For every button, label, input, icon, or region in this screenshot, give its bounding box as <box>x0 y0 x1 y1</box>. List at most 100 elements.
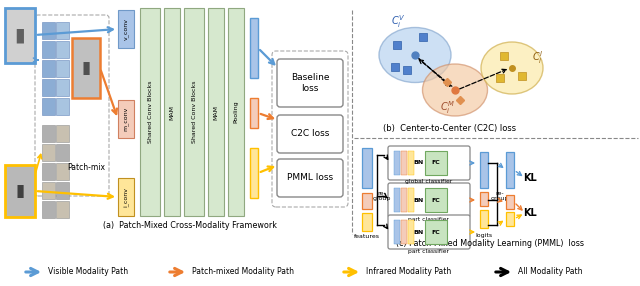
Bar <box>56 201 69 218</box>
Bar <box>250 148 258 198</box>
Bar <box>408 220 414 244</box>
Ellipse shape <box>422 64 488 116</box>
Bar <box>506 195 514 209</box>
Bar <box>56 60 69 77</box>
Bar <box>184 8 204 216</box>
Ellipse shape <box>379 27 451 82</box>
Bar <box>56 79 69 96</box>
Bar <box>250 18 258 78</box>
Text: KL: KL <box>523 173 537 183</box>
Bar <box>42 98 55 115</box>
Text: ▮: ▮ <box>15 25 26 45</box>
Bar <box>42 60 55 77</box>
Text: logits: logits <box>476 233 493 239</box>
Text: Shared Conv Blocks: Shared Conv Blocks <box>191 81 196 143</box>
Bar <box>362 148 372 188</box>
Bar <box>42 125 55 142</box>
Bar <box>56 144 69 161</box>
Text: part classifier: part classifier <box>408 217 449 221</box>
Bar <box>425 220 447 244</box>
Bar <box>425 188 447 212</box>
Bar <box>408 151 414 175</box>
Text: re-
group: re- group <box>373 190 391 201</box>
Ellipse shape <box>481 42 543 94</box>
Text: $C_i^I$: $C_i^I$ <box>532 49 544 66</box>
Bar <box>394 151 400 175</box>
Bar <box>500 52 508 60</box>
Bar <box>208 8 224 216</box>
FancyBboxPatch shape <box>277 115 343 153</box>
Text: Baseline
loss: Baseline loss <box>291 73 329 93</box>
Text: (b)  Center-to-Center (C2C) loss: (b) Center-to-Center (C2C) loss <box>383 124 516 132</box>
Text: MAM: MAM <box>170 104 175 120</box>
Text: (a)  Patch-Mixed Cross-Modality Framework: (a) Patch-Mixed Cross-Modality Framework <box>103 221 277 231</box>
Bar <box>408 188 414 212</box>
Text: re-
group: re- group <box>491 190 509 201</box>
Text: C2C loss: C2C loss <box>291 130 329 138</box>
Bar <box>250 98 258 128</box>
Bar <box>118 100 134 138</box>
Text: FC: FC <box>431 198 440 202</box>
Bar <box>118 10 134 48</box>
Text: FC: FC <box>431 229 440 235</box>
Bar <box>5 165 35 217</box>
FancyBboxPatch shape <box>388 183 470 217</box>
Text: Shared Conv Blocks: Shared Conv Blocks <box>147 81 152 143</box>
Bar <box>5 8 35 63</box>
Bar <box>42 163 55 180</box>
Bar <box>42 41 55 58</box>
Bar <box>362 193 372 209</box>
Text: global classifier: global classifier <box>405 180 452 184</box>
Bar <box>362 213 372 231</box>
Text: MAM: MAM <box>214 104 218 120</box>
Bar <box>56 163 69 180</box>
Bar <box>403 66 411 74</box>
Text: Visible Modality Path: Visible Modality Path <box>48 267 128 277</box>
Bar <box>228 8 244 216</box>
Text: BN: BN <box>413 160 423 166</box>
Bar <box>394 188 400 212</box>
Bar <box>425 151 447 175</box>
Bar <box>118 178 134 216</box>
Bar <box>56 41 69 58</box>
Bar <box>42 79 55 96</box>
Text: FC: FC <box>431 160 440 166</box>
Bar <box>401 188 407 212</box>
FancyBboxPatch shape <box>277 59 343 107</box>
Bar <box>42 201 55 218</box>
Bar <box>401 151 407 175</box>
Bar <box>419 33 427 41</box>
Bar <box>394 220 400 244</box>
Bar <box>140 8 160 216</box>
Text: m_conv: m_conv <box>124 107 129 131</box>
Text: $C_i^M$: $C_i^M$ <box>440 100 456 116</box>
Text: $C_i^V$: $C_i^V$ <box>390 14 405 30</box>
Text: features: features <box>354 233 380 239</box>
Bar <box>391 63 399 71</box>
Bar <box>42 22 55 39</box>
Bar <box>164 8 180 216</box>
Text: BN: BN <box>413 229 423 235</box>
Text: part classifier: part classifier <box>408 249 449 253</box>
Text: All Modality Path: All Modality Path <box>518 267 582 277</box>
Bar <box>56 98 69 115</box>
Bar <box>42 182 55 199</box>
Bar <box>496 74 504 82</box>
Text: ▮: ▮ <box>81 59 91 77</box>
Bar <box>480 152 488 188</box>
Text: (c) Patch-Mixed Modality Learning (PMML)  loss: (c) Patch-Mixed Modality Learning (PMML)… <box>396 239 584 249</box>
Bar <box>56 182 69 199</box>
Bar <box>72 38 100 98</box>
Bar <box>393 41 401 49</box>
Bar <box>480 210 488 228</box>
FancyBboxPatch shape <box>35 15 109 196</box>
Bar <box>401 220 407 244</box>
Text: PMML loss: PMML loss <box>287 174 333 182</box>
Text: i_conv: i_conv <box>123 187 129 207</box>
Bar <box>56 22 69 39</box>
FancyBboxPatch shape <box>272 51 348 207</box>
Text: v_conv: v_conv <box>124 18 129 40</box>
FancyBboxPatch shape <box>388 146 470 180</box>
FancyBboxPatch shape <box>388 215 470 249</box>
Bar <box>480 192 488 206</box>
